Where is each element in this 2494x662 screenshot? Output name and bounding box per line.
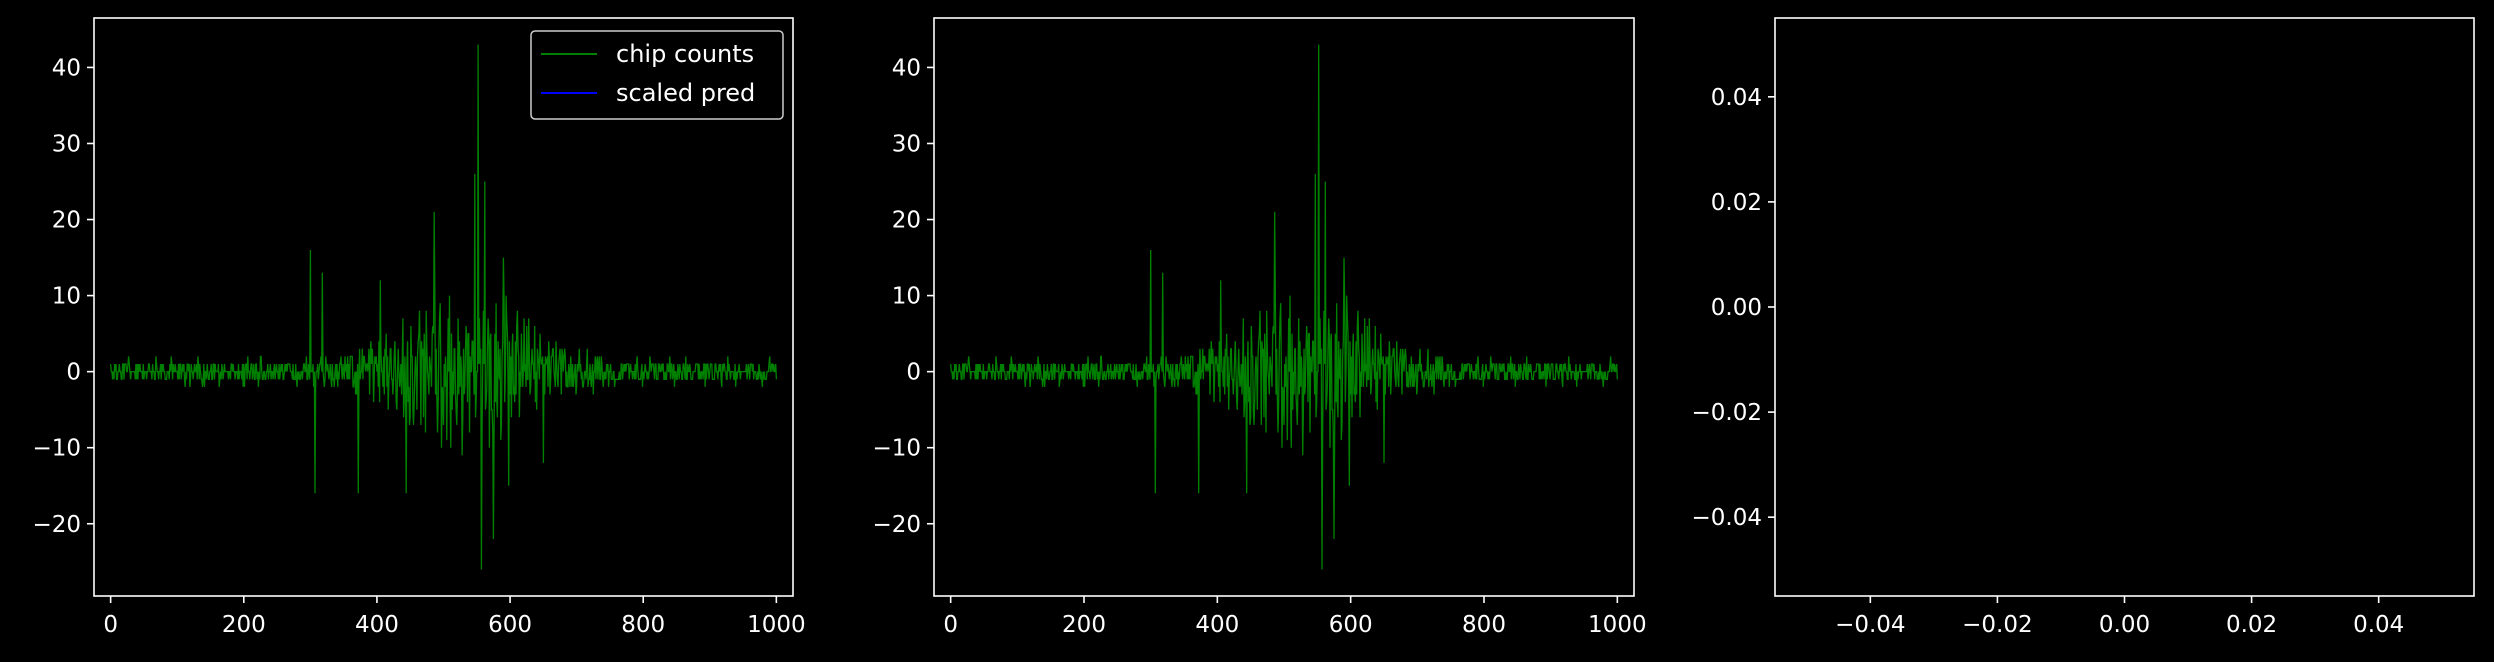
axes-frame xyxy=(933,17,1635,597)
x-tick-label: 200 xyxy=(222,612,266,638)
middle-chart-panel: 0 200 400 600 800 1000 −20 −10 0 10 20 30 40 xyxy=(872,17,1647,638)
y-tick-label: 10 xyxy=(892,284,921,310)
y-tick-label: 0.00 xyxy=(1711,295,1762,321)
y-tick-label: −10 xyxy=(872,436,921,462)
right-chart-panel: −0.04 −0.02 0.00 0.02 0.04 −0.04 −0.02 0.00 0.02… xyxy=(1692,17,2475,638)
y-tick-label: 0.02 xyxy=(1711,190,1762,216)
axes-frame xyxy=(93,17,794,597)
x-tick-label: 800 xyxy=(621,612,665,638)
x-tick-label: 600 xyxy=(488,612,532,638)
x-tick-label: 600 xyxy=(1329,612,1373,638)
y-tick-label: 20 xyxy=(892,208,921,234)
x-tick-label: 0.04 xyxy=(2353,612,2404,638)
x-tick-label: 0 xyxy=(103,612,118,638)
y-tick-label: −0.04 xyxy=(1692,505,1762,531)
series-line-chip-counts xyxy=(109,44,778,570)
x-tick-label: 800 xyxy=(1462,612,1506,638)
x-tick-label: 400 xyxy=(355,612,399,638)
y-tick-label: −20 xyxy=(872,512,921,538)
y-tick-label: 40 xyxy=(892,55,921,81)
series-line-chip-counts xyxy=(950,44,1618,570)
x-tick-label: 400 xyxy=(1195,612,1239,638)
y-tick-label: 10 xyxy=(52,284,81,310)
y-tick-label: 20 xyxy=(52,208,81,234)
x-tick-label: −0.04 xyxy=(1835,612,1905,638)
y-tick-label: 30 xyxy=(892,131,921,157)
x-tick-label: 0 xyxy=(943,612,958,638)
legend-label-chip-counts: chip counts xyxy=(616,40,754,68)
x-tick-label: −0.02 xyxy=(1962,612,2032,638)
x-tick-label: 200 xyxy=(1062,612,1106,638)
y-tick-label: −0.02 xyxy=(1692,400,1762,426)
x-tick-label: 0.02 xyxy=(2226,612,2277,638)
legend-label-scaled-pred: scaled pred xyxy=(616,79,755,107)
x-tick-label: 1000 xyxy=(1588,612,1647,638)
x-tick-label: 1000 xyxy=(747,612,806,638)
y-tick-label: 40 xyxy=(52,55,81,81)
y-tick-label: 0 xyxy=(906,360,921,386)
plot-area xyxy=(934,18,1634,596)
y-tick-label: −20 xyxy=(32,512,81,538)
legend: chip counts scaled pred xyxy=(530,30,784,120)
y-tick-label: 30 xyxy=(52,131,81,157)
plot-area xyxy=(1775,18,2474,596)
y-tick-label: −10 xyxy=(32,436,81,462)
x-tick-label: 0.00 xyxy=(2099,612,2150,638)
y-tick-label: 0 xyxy=(66,360,81,386)
y-tick-label: 0.04 xyxy=(1711,85,1762,111)
